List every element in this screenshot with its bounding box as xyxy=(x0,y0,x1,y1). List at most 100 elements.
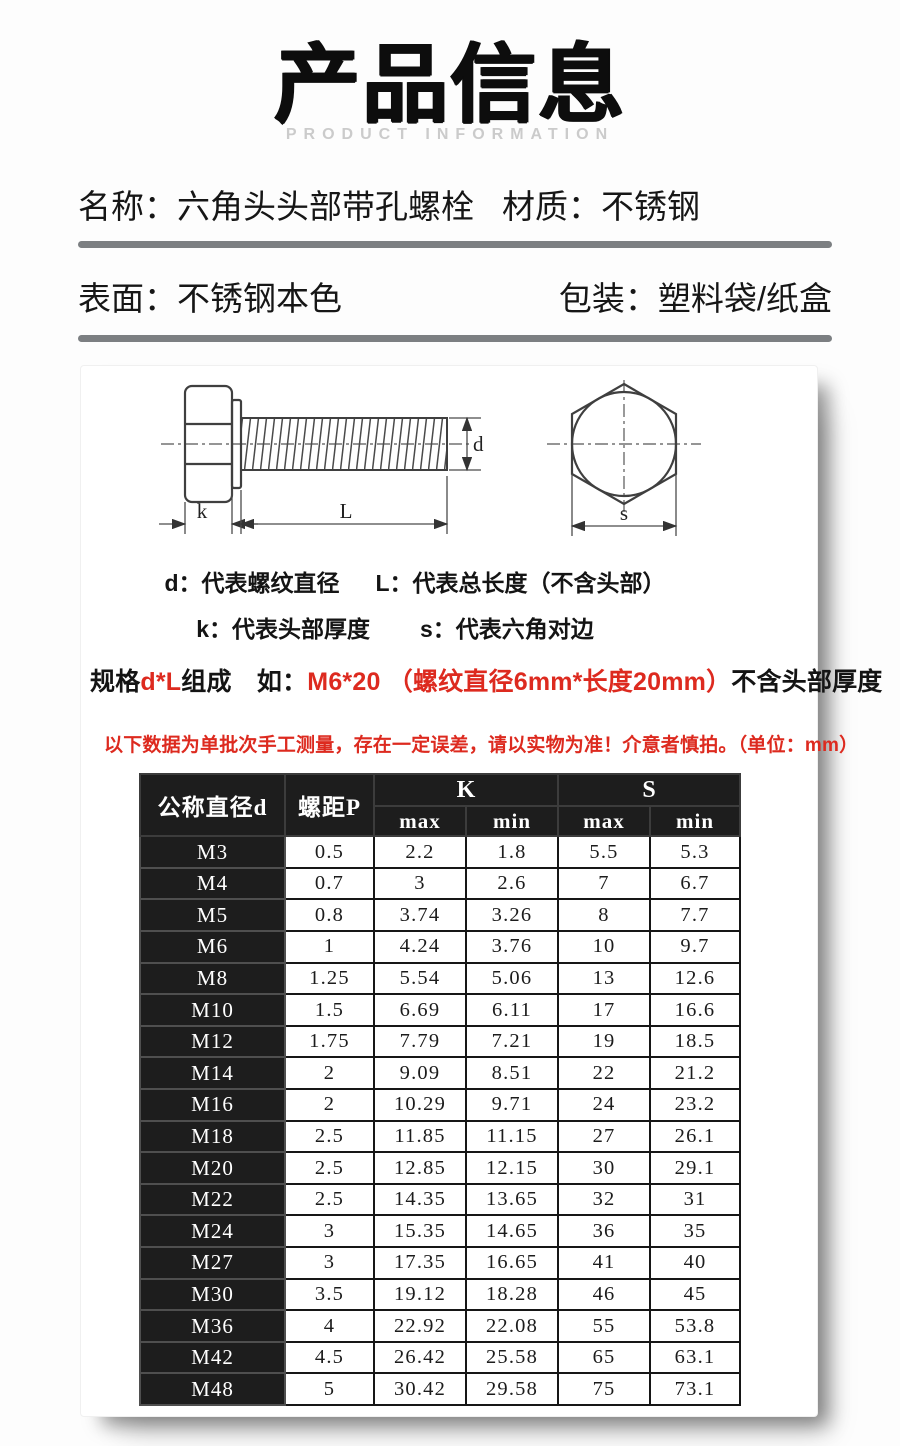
table-row: M10 1.5 6.69 6.11 17 16.6 xyxy=(139,993,742,1027)
bolt-hex-view xyxy=(547,380,701,513)
cell-s-min: 40 xyxy=(649,1246,742,1280)
cell-diameter: M3 xyxy=(139,835,286,869)
attribute-row-name-material: 名称：六角头头部带孔螺栓 材质：不锈钢 xyxy=(78,180,832,228)
cell-k-min: 9.71 xyxy=(464,1088,560,1122)
table-row: M4 0.7 3 2.6 7 6.7 xyxy=(139,866,742,901)
package-value: 塑料袋/纸盒 xyxy=(657,280,832,318)
cell-diameter: M48 xyxy=(139,1372,286,1406)
cell-diameter: M10 xyxy=(139,993,286,1027)
dimension-table-body: M3 0.5 2.2 1.8 5.5 5.3 M4 0.7 3 2.6 7 xyxy=(139,835,742,1406)
table-row: M12 1.75 7.79 7.21 19 18.5 xyxy=(139,1024,742,1059)
package-label: 包装： xyxy=(558,280,658,318)
cell-diameter: M42 xyxy=(139,1340,286,1375)
attribute-row-surface-package: 表面：不锈钢本色 包装：塑料袋/纸盒 xyxy=(78,272,832,320)
legend-L: L：代表总长度（不含头部） xyxy=(375,570,666,597)
cell-k-min: 5.06 xyxy=(464,961,560,996)
dim-label-L: L xyxy=(340,499,353,523)
spec-text: 不含头部厚度 xyxy=(731,668,883,697)
cell-k-min: 3.76 xyxy=(464,930,560,964)
cell-k-max: 4.24 xyxy=(373,930,467,964)
cell-k-max: 22.92 xyxy=(373,1309,467,1343)
table-row: M42 4.5 26.42 25.58 65 63.1 xyxy=(139,1340,742,1375)
table-row: M27 3 17.35 16.65 41 40 xyxy=(139,1246,742,1280)
spec-text: 组成 如： xyxy=(181,668,308,697)
cell-diameter: M24 xyxy=(139,1214,286,1249)
cell-diameter: M22 xyxy=(139,1182,286,1217)
col-header-k: K xyxy=(372,773,560,808)
cell-k-min: 2.6 xyxy=(464,866,560,901)
col-header-diameter: 公称直径d xyxy=(139,773,286,838)
table-row: M18 2.5 11.85 11.15 27 26.1 xyxy=(139,1119,742,1154)
cell-s-min: 6.7 xyxy=(649,866,742,901)
cell-s-max: 22 xyxy=(557,1056,652,1091)
legend-d: d：代表螺纹直径 xyxy=(164,570,340,597)
bolt-side-view xyxy=(161,385,471,504)
cell-s-min: 9.7 xyxy=(649,930,742,964)
surface-value: 不锈钢本色 xyxy=(177,280,342,318)
table-row: M8 1.25 5.54 5.06 13 12.6 xyxy=(139,961,742,996)
cell-k-max: 3 xyxy=(373,866,467,901)
cell-k-min: 11.15 xyxy=(464,1119,560,1154)
cell-k-max: 12.85 xyxy=(373,1151,467,1185)
dimension-L: L xyxy=(239,476,449,535)
cell-s-min: 5.3 xyxy=(649,835,742,869)
cell-k-max: 15.35 xyxy=(373,1214,467,1249)
measurement-disclaimer: 以下数据为单批次手工测量，存在一定误差，请以实物为准！介意者慎拍。（单位：mm） xyxy=(104,735,859,757)
table-row: M5 0.8 3.74 3.26 8 7.7 xyxy=(139,898,742,933)
cell-k-max: 7.79 xyxy=(373,1024,467,1059)
cell-pitch: 0.8 xyxy=(284,898,375,933)
cell-pitch: 4.5 xyxy=(284,1340,375,1375)
cell-s-max: 55 xyxy=(557,1309,652,1343)
table-row: M14 2 9.09 8.51 22 21.2 xyxy=(139,1056,742,1091)
cell-diameter: M18 xyxy=(139,1119,286,1154)
legend-s: s：代表六角对边 xyxy=(420,616,594,643)
cell-k-max: 10.29 xyxy=(373,1088,467,1122)
cell-s-min: 12.6 xyxy=(649,961,742,996)
dimension-d: d xyxy=(449,416,484,472)
dim-label-k: k xyxy=(197,499,208,523)
cell-s-max: 65 xyxy=(557,1340,652,1375)
dimension-s: s xyxy=(570,474,678,537)
dimension-table-header: 公称直径d 螺距P K S max min max min xyxy=(139,773,742,838)
legend-k: k：代表头部厚度 xyxy=(196,616,370,643)
cell-k-min: 18.28 xyxy=(464,1277,560,1312)
cell-k-min: 12.15 xyxy=(464,1151,560,1185)
cell-s-max: 75 xyxy=(557,1372,652,1406)
cell-k-min: 13.65 xyxy=(464,1182,560,1217)
spec-format-line: 规格d*L组成 如：M6*20 （螺纹直径6mm*长度20mm）不含头部厚度 xyxy=(90,662,882,698)
cell-s-min: 18.5 xyxy=(649,1024,742,1059)
cell-k-min: 7.21 xyxy=(464,1024,560,1059)
cell-k-min: 1.8 xyxy=(464,835,560,869)
material-value: 不锈钢 xyxy=(601,188,700,226)
legend-line-2: k：代表头部厚度 s：代表六角对边 xyxy=(81,610,817,644)
cell-diameter: M27 xyxy=(139,1246,286,1280)
spec-example: M6*20 （螺纹直径6mm*长度20mm） xyxy=(307,668,732,697)
cell-diameter: M6 xyxy=(139,930,286,964)
cell-k-min: 22.08 xyxy=(464,1309,560,1343)
cell-k-max: 30.42 xyxy=(373,1372,467,1406)
legend-line-1: d：代表螺纹直径 L：代表总长度（不含头部） xyxy=(81,564,817,598)
cell-s-max: 19 xyxy=(557,1024,652,1059)
cell-k-max: 2.2 xyxy=(373,835,467,869)
table-row: M16 2 10.29 9.71 24 23.2 xyxy=(139,1088,742,1122)
cell-diameter: M5 xyxy=(139,898,286,933)
table-row: M3 0.5 2.2 1.8 5.5 5.3 xyxy=(139,835,742,869)
name-value: 六角头头部带孔螺栓 xyxy=(177,188,474,226)
cell-pitch: 2 xyxy=(284,1056,375,1091)
col-header-pitch: 螺距P xyxy=(284,773,375,838)
cell-pitch: 0.7 xyxy=(284,866,375,901)
cell-s-min: 23.2 xyxy=(649,1088,742,1122)
cell-k-min: 6.11 xyxy=(464,993,560,1027)
cell-k-max: 14.35 xyxy=(373,1182,467,1217)
table-row: M22 2.5 14.35 13.65 32 31 xyxy=(139,1182,742,1217)
cell-s-min: 53.8 xyxy=(649,1309,742,1343)
cell-pitch: 1.25 xyxy=(284,961,375,996)
cell-s-min: 7.7 xyxy=(649,898,742,933)
cell-pitch: 2 xyxy=(284,1088,375,1122)
surface-field: 表面：不锈钢本色 xyxy=(78,272,342,320)
spec-format-code: d*L xyxy=(140,668,182,697)
cell-s-min: 16.6 xyxy=(649,993,742,1027)
cell-pitch: 0.5 xyxy=(284,835,375,869)
cell-k-max: 9.09 xyxy=(373,1056,467,1091)
col-header-s: S xyxy=(557,773,742,808)
